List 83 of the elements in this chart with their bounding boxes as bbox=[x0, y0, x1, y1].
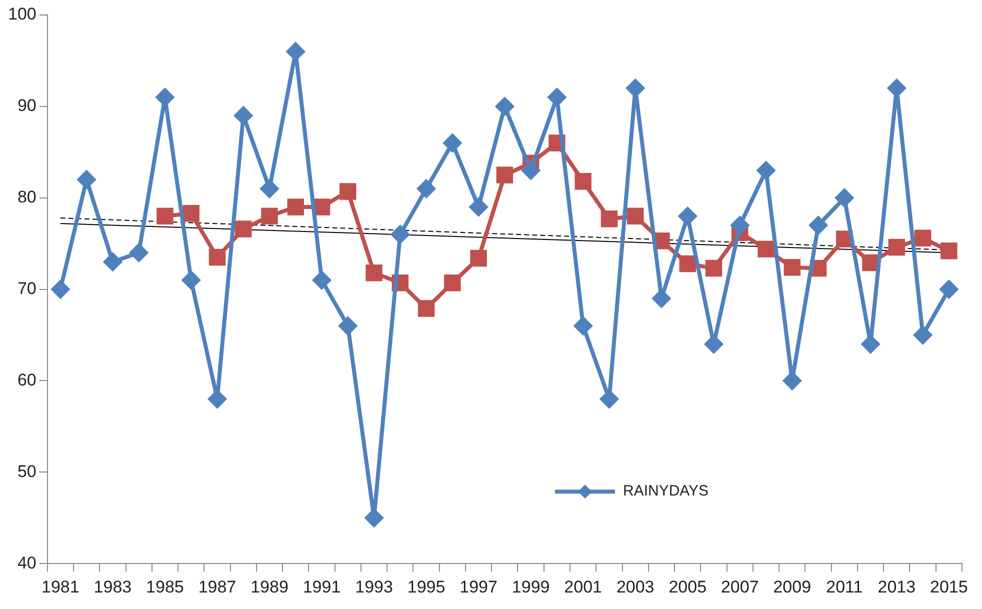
point bbox=[208, 248, 226, 266]
x-tick-label: 2001 bbox=[564, 577, 602, 596]
point bbox=[600, 390, 618, 408]
point bbox=[78, 170, 96, 189]
point bbox=[496, 97, 514, 116]
point bbox=[862, 254, 879, 272]
point bbox=[443, 134, 462, 152]
x-tick-label: 2015 bbox=[930, 577, 968, 596]
x-tick-label: 1987 bbox=[198, 577, 236, 596]
point bbox=[313, 198, 330, 216]
point bbox=[705, 260, 722, 277]
point bbox=[626, 79, 644, 98]
point bbox=[679, 255, 696, 272]
point bbox=[130, 244, 148, 262]
x-tick-label: 1985 bbox=[146, 577, 184, 596]
point bbox=[338, 316, 357, 335]
point bbox=[470, 198, 488, 216]
point bbox=[287, 198, 304, 216]
x-tick-label: 1999 bbox=[512, 577, 550, 596]
point bbox=[470, 250, 487, 267]
point bbox=[940, 280, 958, 298]
point bbox=[626, 208, 644, 225]
point bbox=[104, 252, 122, 271]
y-tick-label: 90 bbox=[17, 96, 36, 116]
x-tick-label: 2007 bbox=[720, 577, 759, 596]
x-tick-label: 2005 bbox=[668, 577, 707, 596]
point bbox=[758, 240, 774, 258]
point bbox=[548, 88, 566, 106]
point bbox=[417, 180, 436, 198]
point bbox=[862, 335, 880, 354]
point bbox=[286, 42, 305, 61]
point bbox=[391, 225, 410, 244]
point bbox=[365, 508, 384, 527]
x-tick-label: 2003 bbox=[616, 577, 654, 596]
x-tick-label: 1993 bbox=[355, 577, 393, 596]
x-tick-label: 1983 bbox=[94, 577, 132, 596]
point bbox=[261, 208, 278, 225]
point bbox=[574, 173, 592, 190]
y-tick-label: 60 bbox=[17, 370, 36, 390]
point bbox=[914, 230, 932, 246]
y-tick-label: 80 bbox=[17, 188, 36, 207]
point bbox=[156, 208, 174, 225]
point bbox=[835, 188, 854, 207]
point bbox=[418, 300, 435, 317]
y-tick-label: 100 bbox=[8, 4, 36, 24]
point bbox=[234, 220, 252, 238]
point bbox=[730, 216, 749, 234]
x-tick-label: 1995 bbox=[407, 577, 446, 596]
point bbox=[914, 326, 932, 344]
x-tick-label: 1997 bbox=[460, 577, 498, 596]
point bbox=[600, 210, 618, 228]
legend-label: RAINYDAYS bbox=[622, 482, 709, 500]
point bbox=[208, 390, 226, 408]
x-tick-label: 1991 bbox=[302, 577, 341, 596]
point bbox=[809, 216, 828, 234]
point bbox=[678, 207, 697, 226]
point bbox=[182, 205, 200, 222]
x-tick-label: 2011 bbox=[826, 577, 863, 596]
point bbox=[182, 271, 200, 290]
point bbox=[234, 106, 252, 125]
point bbox=[312, 271, 331, 290]
y-tick-label: 40 bbox=[17, 553, 36, 572]
point bbox=[888, 79, 906, 98]
point bbox=[574, 316, 592, 335]
point bbox=[757, 161, 776, 180]
point bbox=[888, 238, 906, 256]
x-tick-label: 1981 bbox=[42, 577, 80, 596]
point bbox=[496, 166, 514, 184]
y-tick-label: 70 bbox=[17, 278, 36, 298]
point bbox=[784, 258, 801, 276]
point bbox=[340, 183, 356, 200]
point bbox=[366, 264, 382, 282]
point bbox=[940, 242, 958, 260]
point bbox=[522, 161, 540, 180]
point bbox=[444, 274, 461, 292]
point bbox=[51, 280, 70, 298]
point bbox=[783, 372, 802, 390]
x-tick-label: 2009 bbox=[773, 577, 812, 596]
point bbox=[652, 289, 670, 308]
point bbox=[260, 180, 278, 198]
x-tick-label: 1989 bbox=[250, 577, 288, 596]
y-tick-label: 50 bbox=[17, 462, 36, 481]
x-tick-label: 2013 bbox=[878, 577, 916, 596]
